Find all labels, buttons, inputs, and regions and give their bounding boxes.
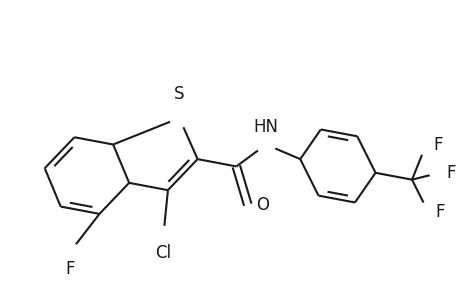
Text: O: O	[256, 196, 269, 214]
Text: F: F	[432, 136, 442, 154]
Text: F: F	[446, 164, 455, 182]
Text: F: F	[65, 260, 74, 278]
Text: Cl: Cl	[155, 244, 171, 262]
Text: S: S	[174, 85, 184, 103]
Text: F: F	[434, 202, 444, 220]
Text: HN: HN	[253, 118, 278, 136]
